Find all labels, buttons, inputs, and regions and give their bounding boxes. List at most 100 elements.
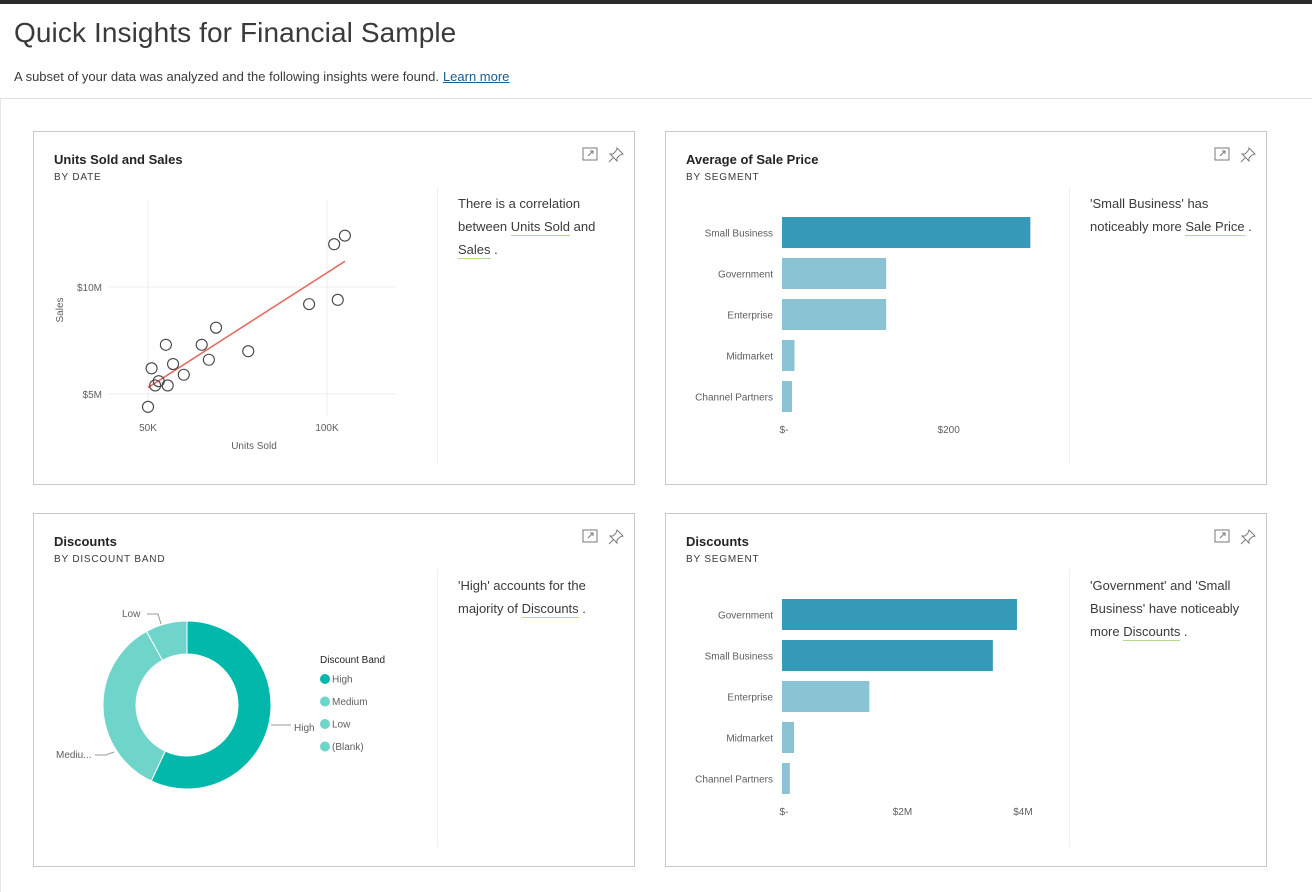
- insight-text-part: .: [490, 242, 498, 257]
- x-tick-label: $4M: [1013, 807, 1032, 818]
- x-tick-label: 50K: [139, 423, 157, 434]
- category-label: Enterprise: [727, 311, 773, 322]
- x-tick-label: $-: [780, 807, 789, 818]
- category-label: Small Business: [705, 229, 773, 240]
- page-title: Quick Insights for Financial Sample: [14, 17, 457, 48]
- pin-icon[interactable]: [608, 529, 624, 545]
- page-header: Quick Insights for Financial Sample A su…: [0, 4, 1312, 99]
- card-divider: [437, 187, 438, 465]
- insight-text-part: 'High' accounts for the majority of: [458, 578, 586, 616]
- callout-line: [95, 751, 115, 756]
- scatter-chart: $10M $5M 50K 100K Units Sold Sales: [55, 200, 396, 452]
- card-title: Discounts: [686, 534, 749, 549]
- scatter-point: [303, 298, 316, 311]
- focus-mode-icon[interactable]: [582, 529, 598, 545]
- card-title: Units Sold and Sales: [54, 152, 183, 167]
- legend-title: Discount Band: [320, 655, 385, 666]
- x-axis-label: Units Sold: [231, 441, 277, 452]
- scatter-point: [149, 379, 162, 392]
- bar: [782, 722, 795, 753]
- card-title: Average of Sale Price: [686, 152, 819, 167]
- card-title: Discounts: [54, 534, 117, 549]
- legend-label: High: [332, 675, 353, 686]
- insight-field-highlight: Sales: [458, 242, 491, 259]
- scatter-point: [195, 338, 208, 351]
- insight-text: 'Government' and 'Small Business' have n…: [1090, 574, 1255, 643]
- scatter-point: [159, 338, 172, 351]
- insight-text-part: .: [578, 601, 586, 616]
- insight-text-part: .: [1244, 219, 1252, 234]
- legend-label: Low: [332, 720, 351, 731]
- pie-slice: [150, 620, 272, 790]
- category-label: Enterprise: [727, 693, 773, 704]
- insight-text-part: 'Government' and 'Small Business' have n…: [1090, 578, 1240, 639]
- category-label: Midmarket: [726, 352, 773, 363]
- donut-chart: Low High Mediu... Discount Band High Medium Lo…: [56, 609, 385, 790]
- top-border: [0, 0, 1312, 4]
- card-subtitle: BY SEGMENT: [686, 172, 760, 183]
- y-tick-label: $5M: [83, 390, 102, 401]
- category-label: Channel Partners: [695, 393, 773, 404]
- insight-card-avg-sale-price[interactable]: Average of Sale Price BY SEGMENT Small B…: [665, 131, 1267, 485]
- bar-chart-discounts: Government Small Business Enterprise Midmar…: [695, 599, 1033, 818]
- card-divider: [437, 569, 438, 847]
- y-tick-label: $10M: [77, 283, 102, 294]
- bar: [782, 381, 792, 412]
- bar: [782, 640, 993, 671]
- scatter-point: [177, 368, 190, 381]
- slice-callout: Mediu...: [56, 750, 92, 761]
- scatter-point: [338, 229, 351, 242]
- insight-field-highlight: Units Sold: [510, 219, 571, 236]
- pin-icon[interactable]: [1240, 529, 1256, 545]
- scatter-point: [141, 400, 155, 413]
- scatter-point: [328, 238, 341, 251]
- category-label: Government: [718, 270, 773, 281]
- focus-mode-icon[interactable]: [1214, 529, 1230, 545]
- insight-text: 'High' accounts for the majority of Disc…: [458, 574, 623, 620]
- insight-field-highlight: Sale Price: [1185, 219, 1245, 236]
- focus-mode-icon[interactable]: [582, 147, 598, 163]
- bar: [782, 681, 870, 712]
- insight-text-part: and: [570, 219, 596, 234]
- card-subtitle: BY SEGMENT: [686, 554, 760, 565]
- focus-mode-icon[interactable]: [1214, 147, 1230, 163]
- scatter-point: [161, 379, 174, 392]
- insight-text-part: There is a correlation between: [458, 196, 581, 234]
- scatter-point: [242, 345, 255, 358]
- legend-marker: [320, 674, 330, 684]
- x-tick-label: $2M: [893, 807, 912, 818]
- slice-callout: High: [294, 723, 315, 734]
- insight-text-part: 'Small Business' has noticeably more: [1090, 196, 1209, 234]
- insight-text-part: .: [1180, 624, 1188, 639]
- card-actions: [582, 147, 624, 163]
- card-actions: [1214, 529, 1256, 545]
- pin-icon[interactable]: [608, 147, 624, 163]
- bar: [782, 258, 887, 289]
- legend-label: Medium: [332, 697, 368, 708]
- insight-card-discounts-segment[interactable]: Discounts BY SEGMENT Government Small Bus…: [665, 513, 1267, 867]
- bar: [782, 340, 795, 371]
- bar-chart-sale-price: Small Business Government Enterprise Midmar…: [695, 217, 1031, 436]
- callout-line: [147, 613, 162, 625]
- legend-label: (Blank): [332, 742, 364, 753]
- scatter-point: [145, 362, 158, 375]
- pie-slice: [102, 630, 166, 782]
- bar: [782, 217, 1031, 248]
- card-subtitle: BY DATE: [54, 172, 102, 183]
- card-actions: [582, 529, 624, 545]
- bar: [782, 763, 790, 794]
- scatter-point: [209, 321, 223, 334]
- legend-marker: [320, 719, 330, 729]
- insight-card-units-sales[interactable]: Units Sold and Sales BY DATE $10M $5M 50K 1…: [33, 131, 635, 485]
- legend-marker: [320, 696, 330, 707]
- pie-slice: [145, 620, 188, 661]
- pin-icon[interactable]: [1240, 147, 1256, 163]
- bar: [782, 299, 887, 330]
- insight-text: 'Small Business' has noticeably more Sal…: [1090, 192, 1255, 238]
- y-axis-label: Sales: [55, 297, 66, 322]
- insight-card-discount-band[interactable]: Discounts BY DISCOUNT BAND Low High Mediu.…: [33, 513, 635, 867]
- learn-more-link[interactable]: Learn more: [442, 69, 510, 84]
- x-tick-label: $-: [780, 425, 789, 436]
- insight-field-highlight: Discounts: [521, 601, 579, 618]
- category-label: Government: [718, 611, 773, 622]
